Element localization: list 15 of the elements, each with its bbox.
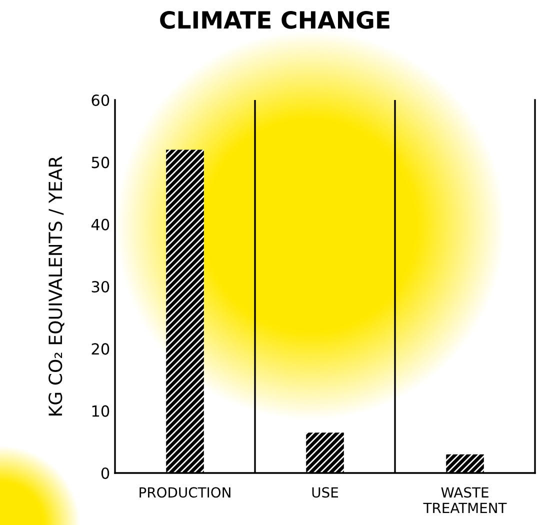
y-axis-title: KG CO₂ EQUIVALENTS / YEAR bbox=[48, 156, 64, 416]
bar bbox=[446, 454, 484, 473]
y-tick-label: 30 bbox=[92, 280, 110, 293]
bar bbox=[306, 432, 344, 473]
x-tick-label: WASTE TREATMENT bbox=[423, 487, 507, 513]
chart-title: CLIMATE CHANGE bbox=[160, 10, 390, 29]
y-tick-label: 0 bbox=[101, 467, 110, 480]
y-tick-label: 60 bbox=[92, 94, 110, 106]
y-tick-label: 10 bbox=[92, 405, 110, 417]
y-tick-label: 50 bbox=[92, 156, 110, 168]
bar bbox=[166, 150, 204, 473]
x-tick-label: USE bbox=[312, 487, 338, 498]
y-tick-label: 20 bbox=[92, 343, 110, 355]
x-tick-label: PRODUCTION bbox=[140, 487, 230, 498]
y-tick-label: 40 bbox=[91, 218, 110, 230]
